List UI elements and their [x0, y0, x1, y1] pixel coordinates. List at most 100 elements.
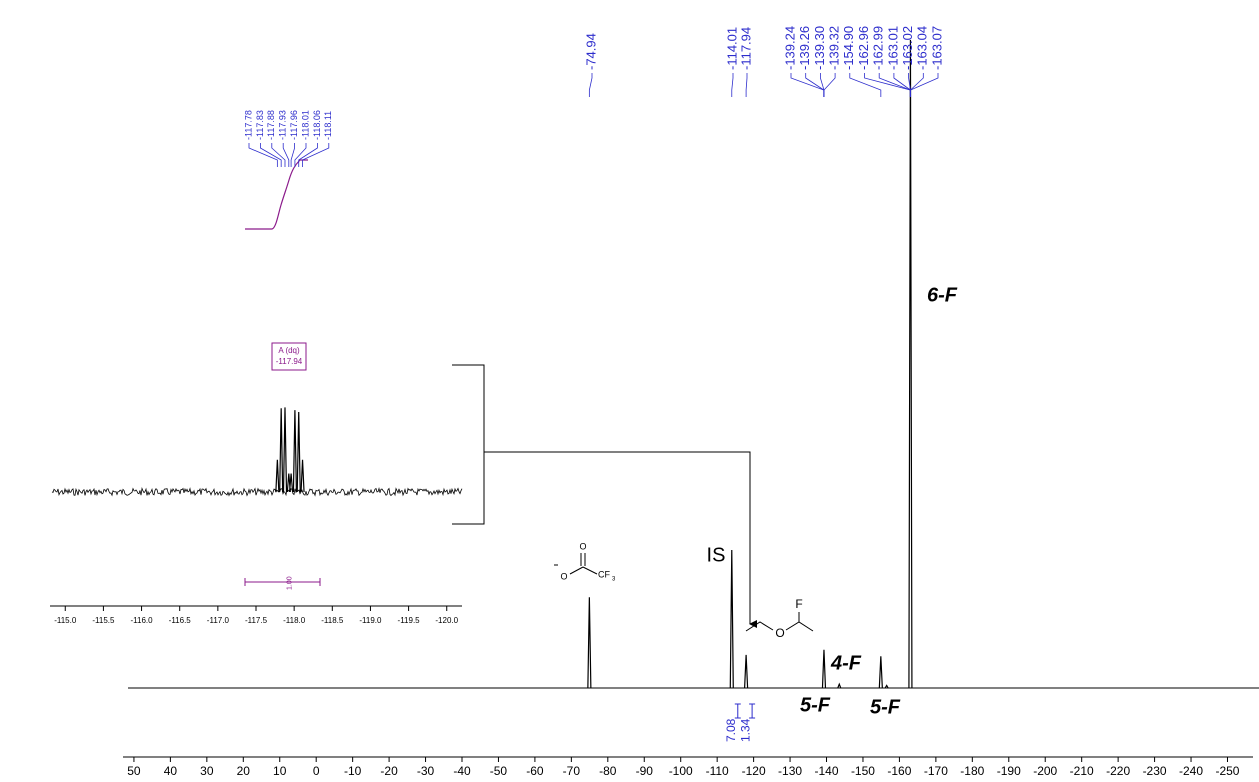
structure-atom: O [775, 626, 784, 640]
x-tick-label: -116.5 [169, 616, 192, 625]
peak [884, 684, 889, 689]
peak-leader [248, 143, 278, 167]
integral-label: 7.08 [724, 718, 738, 742]
peak [296, 411, 301, 493]
x-tick-label: -170 [924, 764, 948, 778]
peak [292, 410, 298, 493]
peak-label: -117.88 [266, 110, 276, 140]
structure-tfa [554, 553, 598, 575]
peak [279, 408, 284, 493]
peak-leader [302, 143, 330, 167]
peak-label: -139.30 [812, 26, 827, 70]
x-tick-label: -10 [344, 764, 362, 778]
x-tick-label: -115.0 [54, 616, 77, 625]
peak [282, 407, 288, 493]
peak-leader [910, 73, 939, 97]
peak-label: -117.83 [255, 110, 265, 140]
peak-leader [823, 73, 836, 97]
peak-label: -117.96 [289, 110, 299, 140]
x-tick-label: -250 [1215, 764, 1239, 778]
peak-label: -162.96 [856, 26, 871, 70]
x-tick-label: 50 [127, 764, 141, 778]
peak [729, 549, 734, 689]
structure-atom: O [579, 541, 586, 551]
x-tick-label: -50 [490, 764, 508, 778]
annotation: 6-F [927, 284, 958, 306]
x-tick-label: -220 [1106, 764, 1130, 778]
peak-label: -163.04 [915, 26, 930, 70]
structure-atom: CF [598, 569, 610, 579]
peak [837, 682, 842, 689]
peak-label: -117.94 [738, 27, 753, 70]
integral-label: 1.00 [286, 576, 293, 590]
x-tick-label: -210 [1070, 764, 1094, 778]
peak-leader [271, 143, 286, 167]
inset: -115.0 -115.5 -116.0 -116.5 -117.0 -117.5 -118… [50, 407, 463, 625]
x-tick-label: -60 [526, 764, 544, 778]
structure-atom: F [795, 597, 802, 611]
integral-bar [244, 578, 321, 586]
x-tick-label: -240 [1179, 764, 1203, 778]
multiplet-shift: -117.94 [276, 357, 303, 366]
peak-label: -117.93 [278, 110, 288, 140]
x-tick-label: -180 [960, 764, 984, 778]
x-tick-label: 40 [164, 764, 178, 778]
x-tick-label: 10 [273, 764, 287, 778]
x-tick-label: -80 [599, 764, 617, 778]
x-tick-label: 30 [200, 764, 214, 778]
x-tick-label: -70 [563, 764, 581, 778]
structure-atom: O [560, 571, 567, 581]
structure-ether [745, 612, 814, 632]
structure-atom: 3 [612, 577, 616, 583]
x-tick-label: -119.5 [398, 616, 421, 625]
peak-leader [849, 73, 882, 97]
integral-label: 1.34 [738, 718, 752, 742]
x-tick-label: -119.0 [359, 616, 382, 625]
x-tick-label: -130 [778, 764, 802, 778]
peak-leader [588, 73, 593, 97]
multiplet-label: A (dq) [278, 346, 300, 355]
bracket [452, 364, 485, 525]
x-tick-label: -40 [453, 764, 471, 778]
peak-leader [259, 143, 282, 167]
peak-leader [731, 73, 734, 97]
x-tick-label: -116.0 [131, 616, 154, 625]
x-tick-label: -90 [636, 764, 654, 778]
peak [587, 597, 592, 689]
peak-label: -139.24 [782, 26, 797, 70]
x-tick-label: -100 [669, 764, 693, 778]
annotation: IS [707, 544, 726, 566]
peak [878, 656, 883, 689]
x-tick-label: -20 [380, 764, 398, 778]
x-tick-label: -140 [815, 764, 839, 778]
peak-label: -118.06 [312, 110, 322, 140]
peak-label: -118.01 [300, 110, 310, 140]
peak-label: -139.32 [827, 26, 842, 70]
annotation: 5-F [800, 694, 831, 716]
peak-label: -114.01 [724, 27, 739, 70]
peak-label: -162.99 [871, 26, 886, 70]
x-tick-label: -115.5 [92, 616, 115, 625]
x-tick-label: -118.0 [283, 616, 306, 625]
peak-label: -117.78 [243, 110, 253, 140]
x-tick-label: 0 [313, 764, 320, 778]
annotation: 5-F [870, 696, 901, 718]
x-tick-label: -120 [742, 764, 766, 778]
peak-label: -163.02 [900, 26, 915, 70]
integral-curve [245, 159, 308, 230]
integral-mark [749, 703, 756, 719]
peak-leader [745, 73, 748, 97]
x-tick-label: -230 [1143, 764, 1167, 778]
peak-leader [878, 73, 911, 97]
annotation: 4-F [830, 652, 862, 674]
x-tick-label: -190 [997, 764, 1021, 778]
peak-label: -154.90 [841, 26, 856, 70]
x-tick-label: -118.5 [321, 616, 344, 625]
x-tick-label: -117.0 [207, 616, 230, 625]
peak-leader [290, 143, 296, 167]
x-tick-label: 20 [237, 764, 251, 778]
x-tick-label: -110 [706, 764, 729, 778]
baseline [51, 486, 463, 497]
arrow [484, 451, 757, 628]
